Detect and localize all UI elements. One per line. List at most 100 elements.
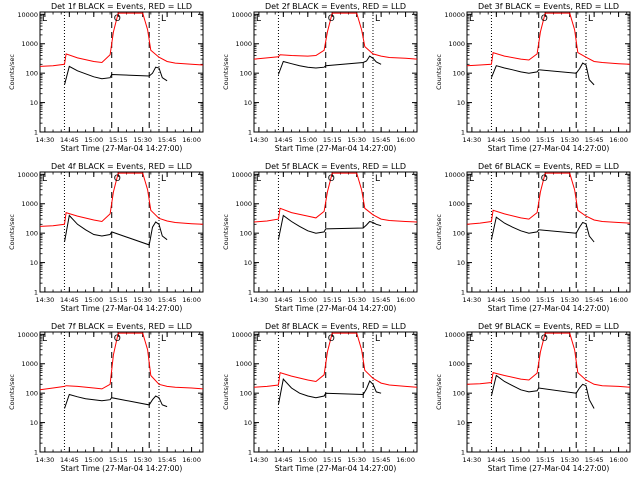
y-tick-label: 1 [34,289,38,297]
x-tick-label: 15:45 [158,296,177,304]
y-tick-label: 10 [244,419,252,427]
y-tick-label: 100 [240,390,252,398]
series-line-black [64,393,168,409]
panel-title: Det 9f BLACK = Events, RED = LLD [478,322,619,331]
y-tick-label: 10 [30,259,38,267]
series-line-red [40,12,203,67]
x-tick-label: 15:00 [511,296,530,304]
y-axis-label: Counts/sec [435,374,443,410]
y-tick-label: 10000 [231,331,252,339]
top-marker-2: O [114,174,121,184]
x-tick-label: 15:15 [536,456,555,464]
y-tick-label: 10000 [17,171,38,179]
y-axis-label: Counts/sec [8,214,16,250]
top-marker-1: L [42,334,47,344]
x-tick-label: 14:45 [60,296,79,304]
x-tick-label: 15:45 [158,136,177,144]
x-tick-label: 14:30 [250,136,269,144]
top-marker-1: L [469,14,474,24]
y-tick-label: 10 [457,419,465,427]
y-tick-label: 10000 [17,331,38,339]
x-axis-label: Start Time (27-Mar-04 14:27:00) [61,464,183,473]
series-line-red [254,172,417,223]
detector-panel-4: Det 4f BLACK = Events, RED = LLD 1 10 100 10… [8,162,204,313]
y-tick-label: 100 [453,70,465,78]
series-line-black [277,55,382,75]
detector-panel-7: Det 7f BLACK = Events, RED = LLD 1 10 100 10… [8,322,204,473]
x-tick-label: 15:00 [298,456,317,464]
series-line-black [64,65,168,86]
detector-panel-1: Det 1f BLACK = Events, RED = LLD 1 10 100 10… [8,2,204,153]
y-tick-label: 1 [461,289,465,297]
top-marker-3: L [588,174,593,184]
series-line-black [490,62,595,86]
plot-frame [253,171,418,293]
x-tick-label: 15:00 [298,296,317,304]
x-tick-label: 16:00 [396,136,415,144]
y-tick-label: 1 [248,289,252,297]
x-tick-label: 14:45 [274,296,293,304]
y-tick-label: 1000 [448,40,465,48]
series-line-black [64,214,168,246]
y-tick-label: 10000 [17,11,38,19]
plot-frame [39,11,204,133]
y-tick-label: 10000 [231,171,252,179]
plot-frame [253,11,418,133]
x-tick-label: 15:15 [536,296,555,304]
x-tick-label: 15:30 [347,296,366,304]
series-line-red [254,12,417,60]
x-tick-label: 14:30 [250,296,269,304]
y-tick-label: 1 [461,449,465,457]
x-tick-label: 15:45 [585,456,604,464]
x-tick-label: 15:15 [323,296,342,304]
y-tick-label: 100 [26,390,38,398]
y-axis-label: Counts/sec [435,54,443,90]
top-marker-2: O [328,334,335,344]
x-tick-label: 16:00 [609,456,628,464]
y-tick-label: 10000 [444,171,465,179]
y-tick-label: 100 [453,230,465,238]
x-tick-label: 15:30 [560,456,579,464]
panel-title: Det 2f BLACK = Events, RED = LLD [265,2,406,11]
y-tick-label: 1 [34,129,38,137]
y-axis-label: Counts/sec [435,214,443,250]
x-tick-label: 16:00 [609,296,628,304]
top-marker-1: L [42,14,47,24]
y-tick-label: 100 [453,390,465,398]
y-tick-label: 10000 [231,11,252,19]
detector-panel-5: Det 5f BLACK = Events, RED = LLD 1 10 100 10… [222,162,418,313]
x-tick-label: 16:00 [396,296,415,304]
x-tick-label: 15:30 [347,136,366,144]
series-line-black [490,216,595,243]
x-tick-label: 15:15 [323,136,342,144]
top-marker-1: L [42,174,47,184]
x-tick-label: 15:00 [511,136,530,144]
plot-frame [466,331,631,453]
x-tick-label: 15:00 [511,456,530,464]
top-marker-2: O [114,334,121,344]
x-axis-label: Start Time (27-Mar-04 14:27:00) [488,144,610,153]
x-tick-label: 15:45 [585,296,604,304]
panel-title: Det 5f BLACK = Events, RED = LLD [265,162,406,171]
x-axis-label: Start Time (27-Mar-04 14:27:00) [488,464,610,473]
x-tick-label: 16:00 [182,136,201,144]
top-marker-2: O [328,14,335,24]
top-marker-2: O [541,174,548,184]
plot-frame [253,331,418,453]
x-tick-label: 14:45 [487,136,506,144]
series-line-red [40,172,203,227]
x-tick-label: 15:30 [133,136,152,144]
y-tick-label: 1000 [448,200,465,208]
top-marker-3: L [588,14,593,24]
panel-title: Det 8f BLACK = Events, RED = LLD [265,322,406,331]
x-tick-label: 14:45 [487,296,506,304]
top-marker-2: O [114,14,121,24]
x-tick-label: 15:00 [84,296,103,304]
detector-panel-9: Det 9f BLACK = Events, RED = LLD 1 10 100 10… [435,322,631,473]
x-tick-label: 14:45 [60,136,79,144]
x-tick-label: 16:00 [396,456,415,464]
detector-panel-2: Det 2f BLACK = Events, RED = LLD 1 10 100 10… [222,2,418,153]
x-tick-label: 14:30 [463,456,482,464]
top-marker-2: O [541,334,548,344]
y-tick-label: 1 [461,129,465,137]
